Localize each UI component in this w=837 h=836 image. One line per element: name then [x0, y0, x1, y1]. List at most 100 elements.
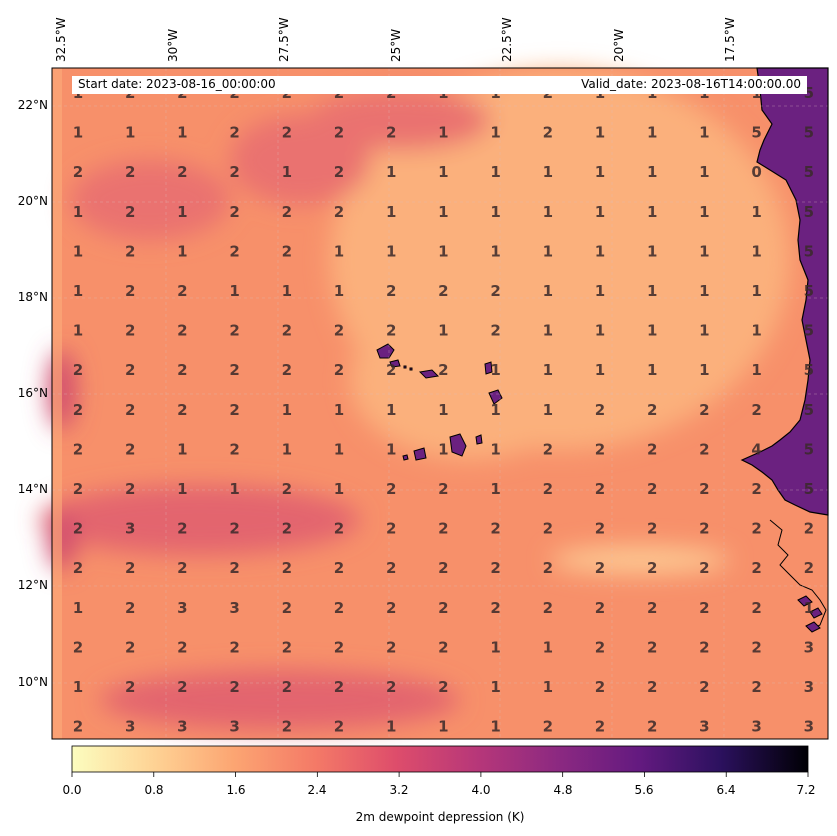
grid-value-label: 1 [386, 163, 396, 181]
grid-value-label: 2 [125, 599, 135, 617]
grid-value-label: 1 [282, 440, 292, 458]
valid-date-label: Valid_date: 2023-08-16T14:00:00.00 [581, 77, 801, 91]
grid-value-label: 2 [438, 282, 448, 300]
grid-value-label: 2 [595, 718, 605, 736]
grid-value-label: 2 [334, 163, 344, 181]
grid-value-label: 2 [543, 440, 553, 458]
grid-value-label: 2 [334, 520, 344, 538]
grid-value-label: 1 [543, 401, 553, 419]
grid-value-label: 2 [751, 638, 761, 656]
grid-value-label: 3 [229, 718, 239, 736]
colorbar-tick-label: 1.6 [226, 783, 246, 797]
grid-value-labels: 1 2 2 2 2 2 2 1 1 2 1 1 1 1 5 1 1 1 2 2 2 2 1 1 2 1 1 1 5 5 2 2 2 2 1 2 1 1 1 1… [73, 84, 814, 736]
grid-value-label: 2 [751, 520, 761, 538]
grid-value-label: 2 [595, 440, 605, 458]
grid-value-label: 1 [699, 163, 709, 181]
grid-value-label: 2 [229, 520, 239, 538]
grid-value-label: 1 [438, 163, 448, 181]
grid-value-label: 2 [751, 480, 761, 498]
grid-value-label: 1 [543, 678, 553, 696]
grid-value-label: 2 [490, 559, 500, 577]
grid-value-label: 5 [804, 242, 814, 260]
grid-value-label: 1 [73, 203, 83, 221]
grid-value-label: 2 [647, 599, 657, 617]
grid-value-label: 2 [334, 599, 344, 617]
grid-value-label: 2 [282, 203, 292, 221]
grid-value-label: 1 [647, 163, 657, 181]
grid-value-label: 2 [595, 480, 605, 498]
bissau-islands [797, 595, 823, 633]
date-info-bar: Start date: 2023-08-16_00:00:00 Valid_da… [72, 76, 807, 94]
grid-value-label: 1 [438, 440, 448, 458]
grid-value-label: 1 [282, 282, 292, 300]
grid-value-label: 2 [438, 559, 448, 577]
lat-label: 10°N [17, 675, 48, 689]
grid-value-label: 5 [804, 203, 814, 221]
grid-value-label: 1 [543, 163, 553, 181]
lat-label: 16°N [17, 386, 48, 400]
island-maio [475, 434, 483, 445]
grid-value-label: 5 [804, 124, 814, 142]
grid-value-label: 2 [334, 718, 344, 736]
grid-value-label: 1 [177, 124, 187, 142]
grid-value-label: 2 [125, 163, 135, 181]
grid-value-label: 1 [595, 124, 605, 142]
grid-value-label: 2 [282, 638, 292, 656]
lon-label: 27.5°W [277, 17, 291, 62]
grid-value-label: 3 [125, 718, 135, 736]
grid-value-label: 1 [490, 440, 500, 458]
grid-value-label: 2 [125, 638, 135, 656]
grid-value-label: 2 [229, 242, 239, 260]
grid-value-label: 2 [229, 124, 239, 142]
grid-value-label: 1 [490, 401, 500, 419]
grid-value-label: 2 [543, 520, 553, 538]
grid-value-label: 2 [334, 203, 344, 221]
grid-value-label: 4 [751, 440, 761, 458]
grid-value-label: 2 [229, 361, 239, 379]
lon-label: 20°W [612, 28, 626, 62]
grid-value-label: 2 [699, 480, 709, 498]
grid-value-label: 1 [699, 361, 709, 379]
grid-value-label: 1 [751, 203, 761, 221]
grid-value-label: 1 [647, 361, 657, 379]
lon-label: 32.5°W [54, 17, 68, 62]
grid-value-label: 2 [804, 559, 814, 577]
grid-value-label: 2 [699, 678, 709, 696]
grid-value-label: 2 [282, 124, 292, 142]
grid-value-label: 2 [438, 638, 448, 656]
grid-value-label: 2 [699, 638, 709, 656]
grid-value-label: 2 [282, 242, 292, 260]
grid-value-label: 1 [177, 440, 187, 458]
island-sao-nicolau [418, 369, 440, 379]
grid-value-label: 2 [751, 599, 761, 617]
grid-value-label: 3 [177, 718, 187, 736]
grid-value-label: 2 [229, 203, 239, 221]
grid-value-label: 2 [282, 361, 292, 379]
island-sal [484, 361, 493, 375]
colorbar-tick-label: 4.8 [553, 783, 573, 797]
grid-value-label: 1 [334, 401, 344, 419]
island-boa-vista [488, 389, 503, 405]
grid-value-label: 2 [229, 163, 239, 181]
grid-value-label: 2 [543, 480, 553, 498]
africa-coast-south [769, 519, 827, 631]
grid-value-label: 2 [125, 322, 135, 340]
grid-value-label: 2 [438, 520, 448, 538]
grid-value-label: 2 [229, 678, 239, 696]
grid-value-label: 5 [804, 163, 814, 181]
grid-value-label: 2 [595, 678, 605, 696]
grid-value-label: 1 [73, 242, 83, 260]
grid-value-label: 1 [699, 203, 709, 221]
grid-value-label: 1 [595, 282, 605, 300]
grid-value-label: 2 [334, 678, 344, 696]
grid-value-label: 2 [177, 322, 187, 340]
grid-value-label: 1 [438, 242, 448, 260]
grid-value-label: 5 [751, 124, 761, 142]
grid-value-label: 1 [490, 163, 500, 181]
grid-value-label: 2 [386, 599, 396, 617]
map-frame [51, 67, 829, 740]
colorbar-tick-marks [71, 772, 809, 777]
field-layer [40, 68, 828, 739]
grid-value-label: 1 [595, 242, 605, 260]
grid-value-label: 2 [699, 559, 709, 577]
